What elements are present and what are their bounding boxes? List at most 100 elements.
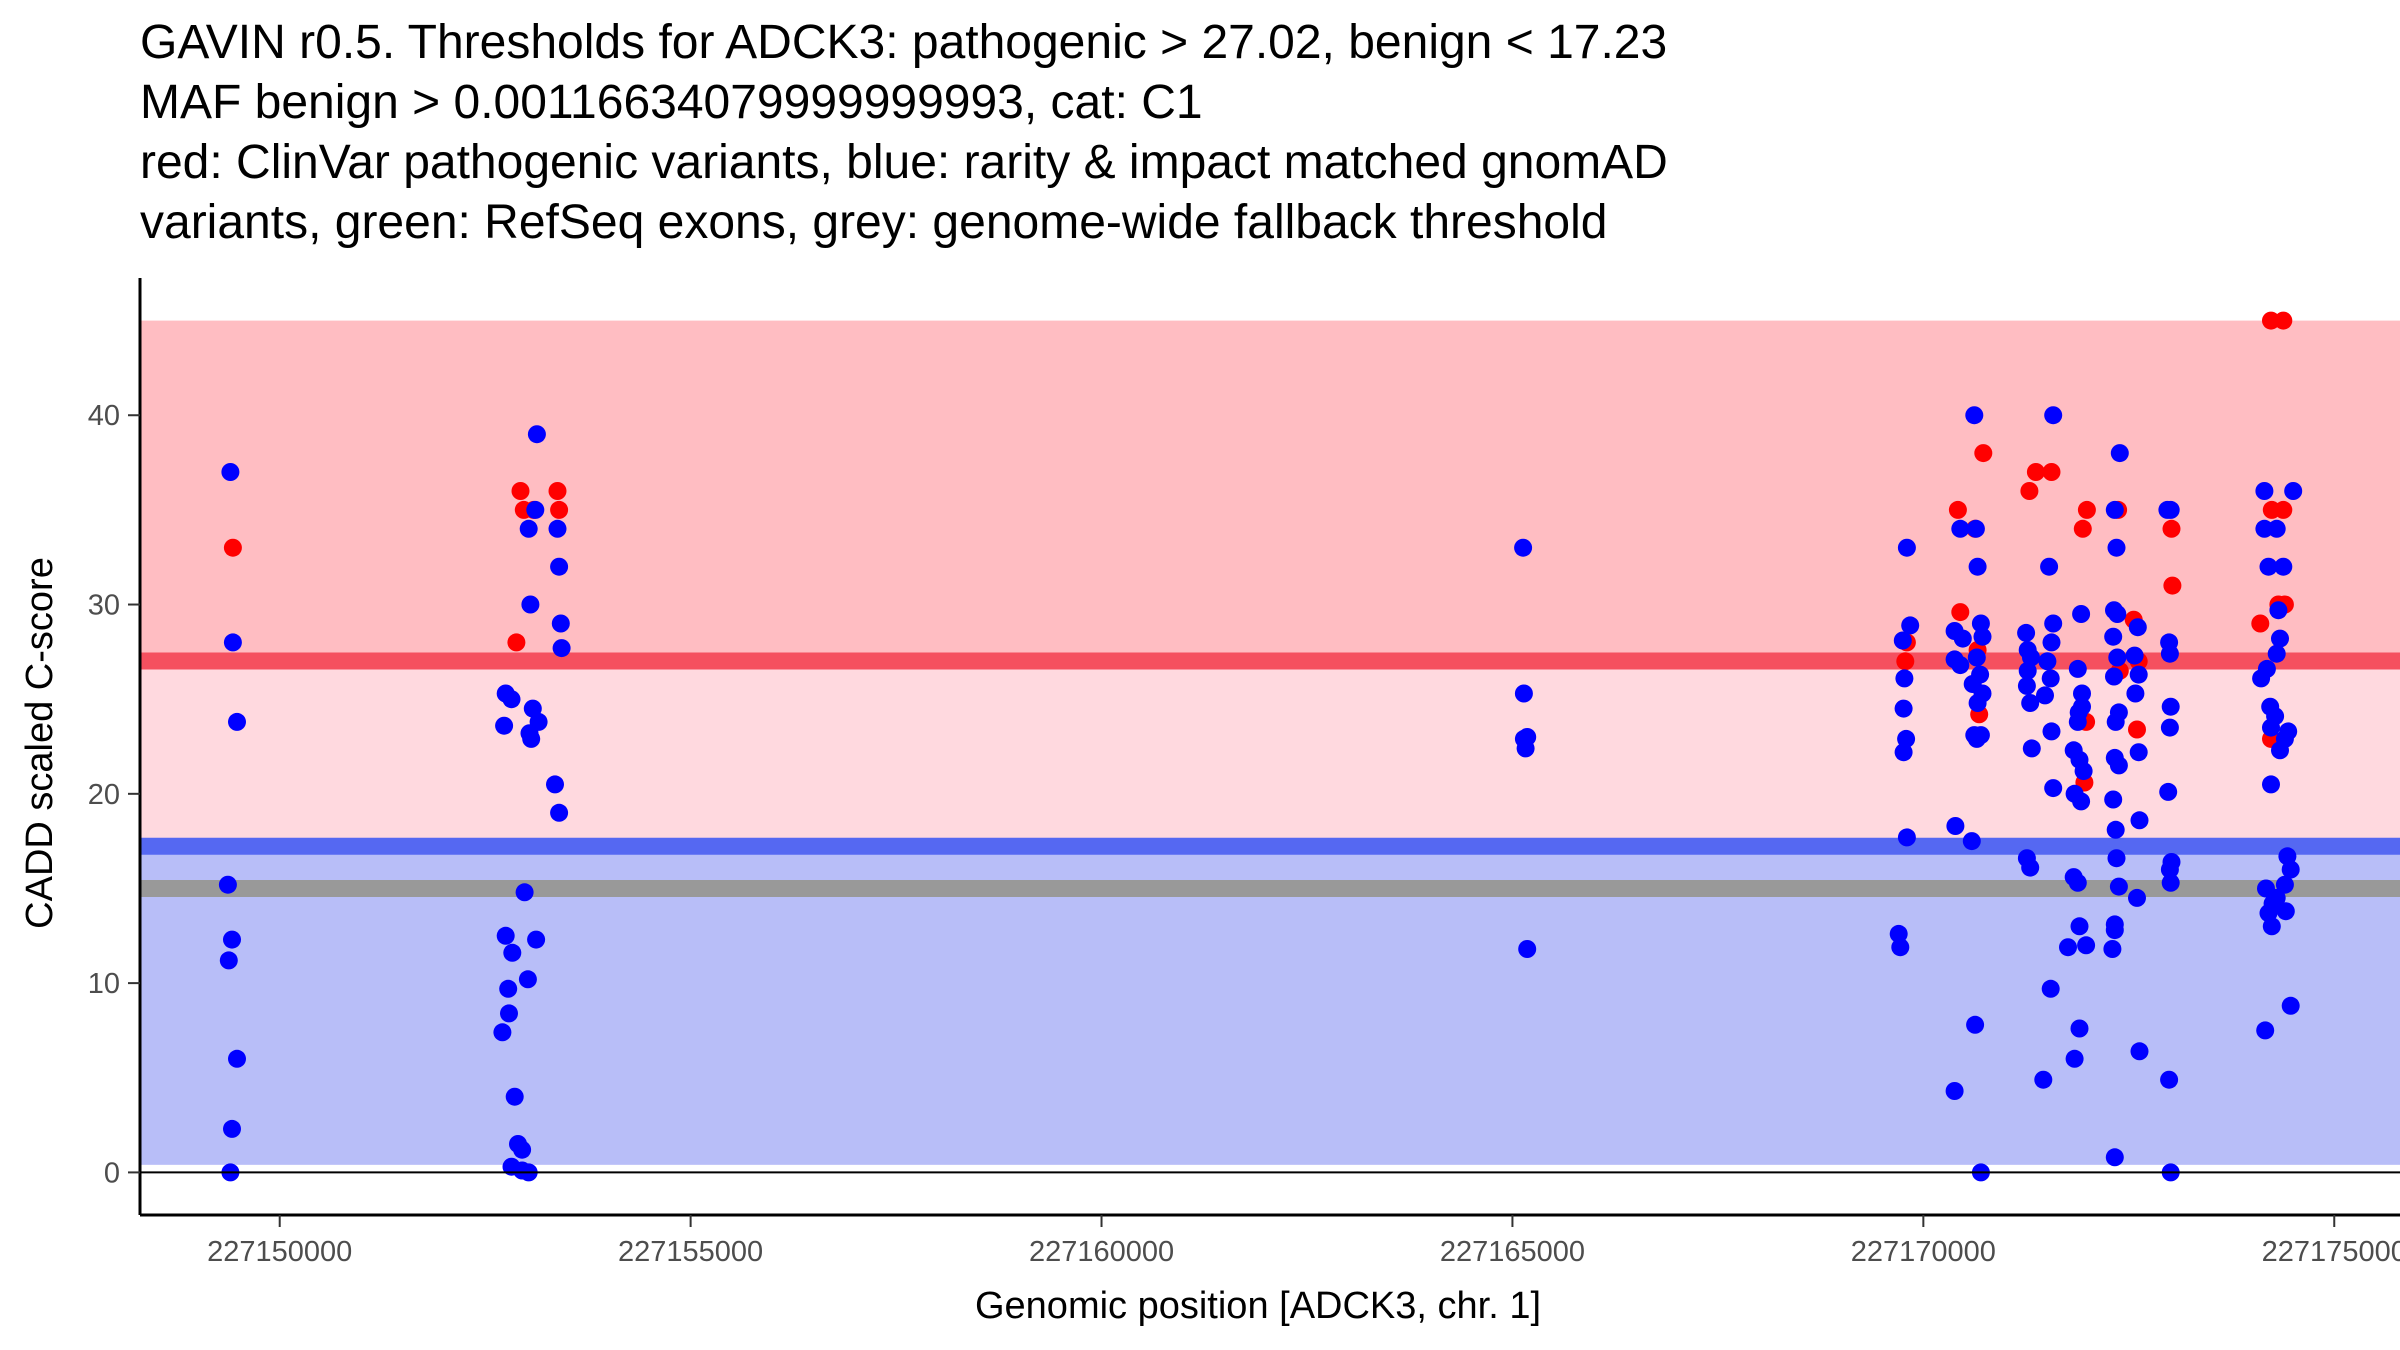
gnomad-point-162: [2269, 601, 2288, 620]
gnomad-point-48: [1893, 631, 1912, 650]
y-tick-label: 10: [88, 968, 120, 1000]
clinvar-point-6: [550, 500, 569, 519]
clinvar-point-9: [1948, 500, 1967, 519]
gnomad-point-44: [1516, 739, 1535, 758]
gnomad-point-34: [548, 519, 567, 538]
clinvar-point-28: [2163, 576, 2182, 595]
y-tick-label: 40: [88, 400, 120, 432]
clinvar-point-0: [223, 538, 242, 557]
gnomad-point-12: [521, 595, 540, 614]
y-tick-label: 20: [88, 779, 120, 811]
x-tick-label: 227160000: [1029, 1236, 1174, 1268]
clinvar-point-14: [1974, 444, 1993, 463]
x-tick-label: 227155000: [618, 1236, 763, 1268]
gnomad-point-87: [2021, 858, 2040, 877]
y-axis-title: CADD scaled C-score: [19, 557, 61, 929]
gnomad-point-136: [2105, 1148, 2124, 1167]
gnomad-point-47: [1901, 616, 1920, 635]
gnomad-point-55: [1891, 938, 1910, 957]
gnomad-point-35: [550, 557, 569, 576]
gnomad-point-144: [2130, 1042, 2149, 1061]
gnomad-point-130: [2106, 820, 2125, 839]
gnomad-point-160: [2259, 557, 2278, 576]
benign-zone-band: [140, 846, 2400, 1165]
clinvar-point-25: [2128, 720, 2146, 739]
gnomad-point-134: [2105, 921, 2124, 940]
gnomad-point-25: [518, 970, 537, 989]
gnomad-point-161: [2274, 557, 2293, 576]
gnomad-point-164: [2267, 644, 2286, 663]
y-tick-label: 0: [104, 1157, 120, 1189]
chart-title: GAVIN r0.5. Thresholds for ADCK3: pathog…: [140, 16, 1668, 249]
title-line-4: variants, green: RefSeq exons, grey: gen…: [140, 196, 1607, 249]
gnomad-point-79: [2017, 623, 2036, 642]
clinvar-point-10: [1951, 603, 1970, 622]
gnomad-point-7: [223, 1119, 241, 1138]
gnomad-point-64: [1971, 614, 1990, 633]
gnomad-point-150: [2160, 718, 2179, 737]
gnomad-point-140: [2126, 684, 2145, 703]
gnomad-point-118: [2105, 500, 2124, 519]
gnomad-point-62: [1966, 519, 1985, 538]
gnomad-point-0: [221, 463, 240, 481]
gnomad-point-11: [519, 519, 538, 538]
clinvar-point-15: [2020, 482, 2039, 500]
clinvar-point-19: [2077, 500, 2096, 519]
gnomad-point-128: [2109, 756, 2128, 775]
gnomad-point-149: [2161, 697, 2180, 716]
gnomad-point-100: [2068, 659, 2087, 678]
title-line-2: MAF benign > 0.00116634079999999993, cat…: [140, 76, 1203, 129]
gnomad-point-85: [2022, 739, 2041, 758]
gnomad-point-126: [2106, 712, 2125, 731]
clinvar-point-2: [507, 633, 526, 652]
gnomad-point-98: [2034, 1070, 2053, 1089]
vus-zone-band: [140, 660, 2400, 847]
clinvar-point-30: [2262, 311, 2280, 330]
gnomad-point-20: [515, 883, 534, 902]
gnomad-point-121: [2108, 605, 2127, 623]
gnomad-point-1: [223, 633, 242, 652]
gnomad-point-5: [219, 951, 238, 970]
gnomad-point-107: [2074, 762, 2093, 781]
gnomad-point-10: [526, 500, 545, 519]
gnomad-point-142: [2130, 811, 2149, 830]
gnomad-point-54: [1889, 924, 1908, 943]
gnomad-point-173: [2262, 775, 2280, 794]
gnomad-point-172: [2271, 741, 2289, 760]
gnomad-point-4: [223, 930, 241, 949]
gnomad-point-45: [1518, 940, 1537, 958]
gnomad-point-129: [2104, 790, 2123, 809]
gnomad-point-169: [2262, 718, 2280, 737]
gnomad-point-76: [1966, 1015, 1985, 1034]
gnomad-point-181: [2276, 902, 2295, 921]
gnomad-point-109: [2072, 792, 2091, 811]
clinvar-point-18: [2073, 519, 2092, 538]
title-line-3: red: ClinVar pathogenic variants, blue: …: [140, 136, 1668, 189]
clinvar-point-16: [2026, 463, 2045, 481]
y-axis-ticks: 0 10 20 30 40: [88, 400, 140, 1189]
clinvar-point-8: [1896, 652, 1915, 671]
gnomad-point-36: [551, 614, 570, 633]
gnomad-point-135: [2103, 940, 2122, 958]
pathogenic-zone-band: [140, 320, 2400, 661]
clinvar-point-27: [2162, 519, 2181, 538]
gnomad-point-83: [2017, 676, 2036, 695]
gnomad-point-114: [2070, 1019, 2089, 1038]
gnomad-point-51: [1897, 729, 1916, 748]
gnomad-point-185: [2284, 482, 2303, 500]
gnomad-point-182: [2262, 917, 2281, 936]
gnomad-point-89: [2040, 557, 2059, 576]
gnomad-point-19: [522, 729, 541, 748]
gnomad-point-14: [502, 690, 521, 709]
gnomad-point-27: [493, 1023, 512, 1042]
gnomad-point-38: [546, 775, 564, 794]
gnomad-point-166: [2252, 669, 2271, 688]
gnomad-point-155: [2160, 1070, 2179, 1089]
gnomad-point-141: [2129, 743, 2148, 762]
gnomad-point-77: [1945, 1082, 1964, 1100]
y-tick-label: 30: [88, 590, 120, 622]
gnomad-point-22: [527, 930, 546, 949]
gnomad-point-111: [2064, 868, 2083, 887]
gnomad-point-119: [2107, 538, 2126, 557]
